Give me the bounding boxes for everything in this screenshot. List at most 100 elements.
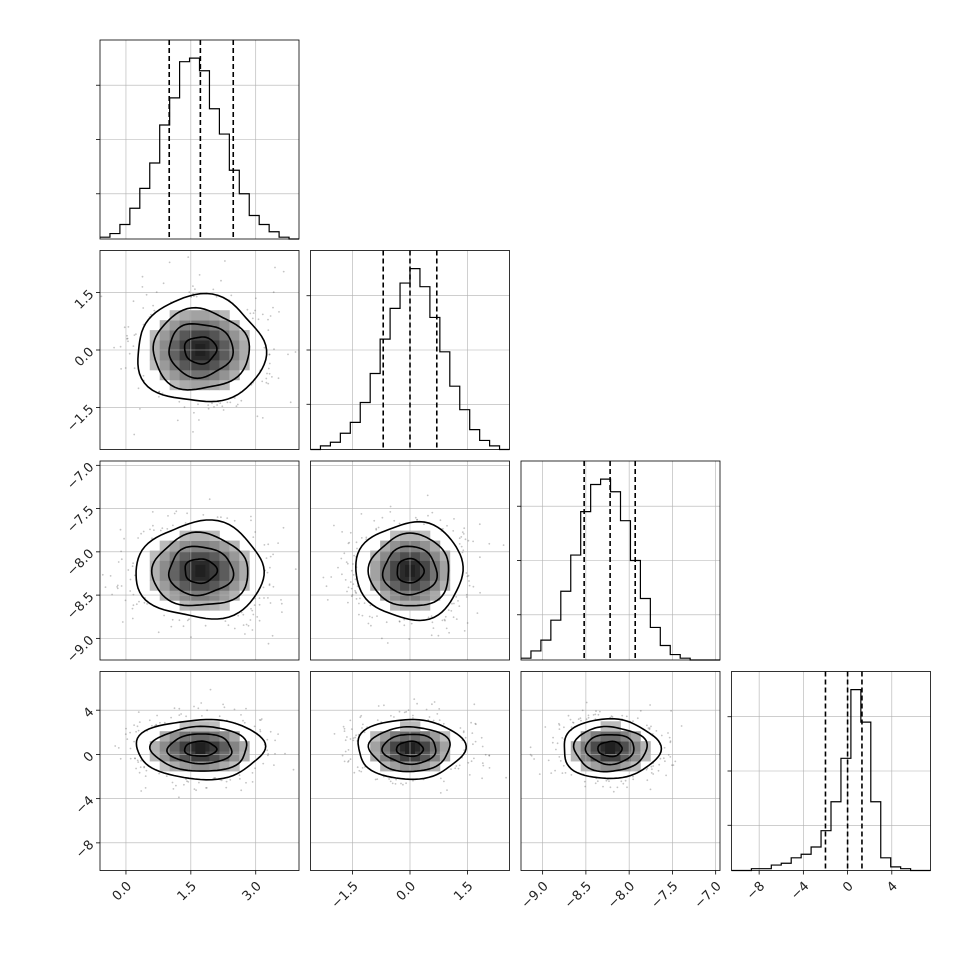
sample-point <box>458 543 461 545</box>
sample-point <box>353 771 356 774</box>
sample-point <box>636 717 639 720</box>
density-cell <box>630 761 641 772</box>
sample-point <box>127 326 130 328</box>
sample-point <box>622 782 625 785</box>
sample-point <box>347 760 350 762</box>
sample-point <box>247 624 250 627</box>
sample-point <box>216 516 219 518</box>
density-cell <box>570 751 582 762</box>
sample-point <box>158 390 161 393</box>
density-cell <box>429 570 441 581</box>
density-cell <box>149 340 161 351</box>
sample-point <box>250 607 252 610</box>
sample-point <box>262 586 265 589</box>
sample-point <box>551 741 554 744</box>
sample-point <box>558 756 561 758</box>
sample-point <box>272 553 274 556</box>
sample-point <box>626 786 628 789</box>
sample-point <box>151 537 153 540</box>
contour-level-1 <box>167 545 235 597</box>
sample-point <box>259 719 262 721</box>
density-cell <box>169 731 180 742</box>
sample-point <box>182 625 185 628</box>
sample-point <box>126 337 128 340</box>
sample-point <box>273 764 275 766</box>
sample-point <box>129 578 132 581</box>
density-cell <box>179 350 190 361</box>
density-cell <box>229 550 240 561</box>
sample-point <box>349 531 352 534</box>
density-cell <box>390 600 401 611</box>
density-cell <box>209 761 220 772</box>
sample-point <box>132 345 135 347</box>
sample-point <box>484 753 487 756</box>
density-cell <box>159 369 171 381</box>
sample-point <box>113 346 115 349</box>
density-cell <box>390 560 401 571</box>
sample-point <box>562 764 565 767</box>
x-tick-label: 0.0 <box>110 879 135 904</box>
sample-point <box>658 763 661 766</box>
sample-point <box>120 585 123 587</box>
sample-point <box>277 542 279 544</box>
sample-point <box>655 730 658 732</box>
sample-point <box>135 730 138 733</box>
contour-level-3 <box>135 718 267 781</box>
sample-point <box>265 381 268 384</box>
sample-point <box>272 585 275 588</box>
density-cell <box>390 741 401 752</box>
sample-point <box>680 725 683 727</box>
density-cell <box>219 350 230 361</box>
sample-point <box>632 720 634 722</box>
sample-point <box>441 619 444 622</box>
sample-point <box>142 530 145 533</box>
sample-point <box>625 715 628 718</box>
density-cell <box>179 550 190 561</box>
density-cell <box>179 751 190 762</box>
sample-point <box>250 519 252 522</box>
sample-point <box>463 749 466 751</box>
sample-point <box>408 638 411 640</box>
sample-point <box>594 713 597 716</box>
sample-point <box>268 353 271 356</box>
histogram-0 <box>100 57 299 240</box>
sample-point <box>472 540 474 543</box>
sample-point <box>246 308 249 311</box>
density-cell <box>209 340 220 351</box>
density-cell <box>209 310 220 321</box>
sample-point <box>252 613 255 616</box>
sample-point <box>236 403 239 406</box>
contour-level-2 <box>367 726 451 773</box>
density-cell <box>400 590 411 601</box>
density-cell <box>439 560 451 571</box>
sample-point <box>175 784 177 787</box>
sample-point <box>261 313 264 316</box>
sample-point <box>100 295 103 298</box>
y-tick-label: −9.0 <box>64 633 97 666</box>
sample-point <box>470 760 473 763</box>
density-cell <box>189 580 200 591</box>
sample-point <box>277 377 280 380</box>
sample-point <box>385 621 388 624</box>
sample-point <box>142 307 145 309</box>
sample-point <box>453 518 455 520</box>
sample-point <box>233 397 236 399</box>
sample-point <box>131 607 134 610</box>
sample-point <box>360 714 363 717</box>
sample-point <box>533 758 535 760</box>
sample-point <box>153 529 155 531</box>
density-cell <box>199 540 210 551</box>
density-cell <box>419 741 431 752</box>
sample-point <box>344 750 347 753</box>
density-cell <box>179 721 190 732</box>
histogram-2 <box>521 478 720 661</box>
sample-point <box>457 600 459 602</box>
density-cell <box>429 550 441 561</box>
sample-point <box>230 294 233 297</box>
density-cell <box>219 310 230 321</box>
sample-point <box>389 780 392 783</box>
density-cell <box>610 721 621 732</box>
sample-point <box>443 780 445 783</box>
sample-point <box>267 754 269 757</box>
sample-point <box>229 401 232 404</box>
